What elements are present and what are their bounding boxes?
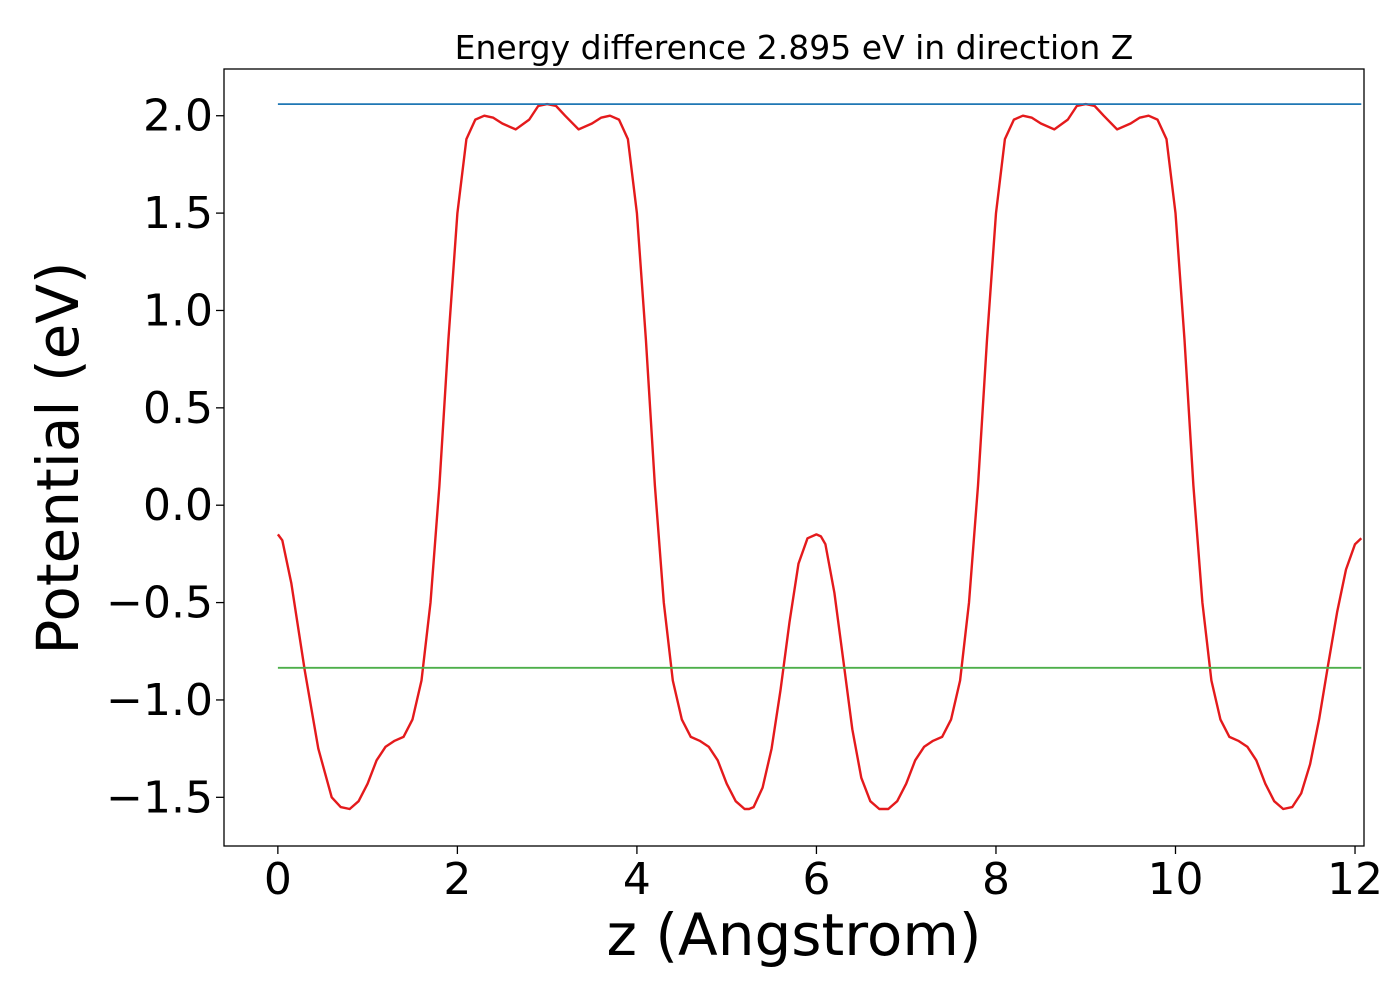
- x-tick-label: 0: [264, 854, 292, 905]
- x-tick-label: 8: [982, 854, 1010, 905]
- y-tick-label: 1.0: [143, 285, 213, 336]
- chart-title: Energy difference 2.895 eV in direction …: [455, 28, 1134, 67]
- potential-curve: [276, 102, 1363, 811]
- y-axis: 2.0 1.5 1.0 0.5 0.0 −0.5 −1.0 −1.5: [106, 91, 224, 823]
- plot-area: [276, 102, 1363, 811]
- y-tick-label: 0.0: [143, 480, 213, 531]
- x-tick-label: 6: [802, 854, 830, 905]
- y-tick-label: −1.5: [106, 772, 213, 823]
- y-tick-label: 1.5: [143, 188, 213, 239]
- axes-frame: [223, 68, 1365, 847]
- y-tick-label: 0.5: [143, 383, 213, 434]
- x-axis-label: z (Angstrom): [607, 901, 982, 969]
- x-tick-label: 4: [623, 854, 651, 905]
- y-axis-label: Potential (eV): [24, 261, 92, 654]
- x-axis: 0 2 4 6 8 10 12: [264, 846, 1383, 905]
- x-tick-label: 2: [443, 854, 471, 905]
- x-tick-label: 10: [1147, 854, 1203, 905]
- y-tick-label: −0.5: [106, 578, 213, 629]
- y-tick-label: −1.0: [106, 675, 213, 726]
- x-tick-label: 12: [1327, 854, 1383, 905]
- y-tick-label: 2.0: [143, 91, 213, 142]
